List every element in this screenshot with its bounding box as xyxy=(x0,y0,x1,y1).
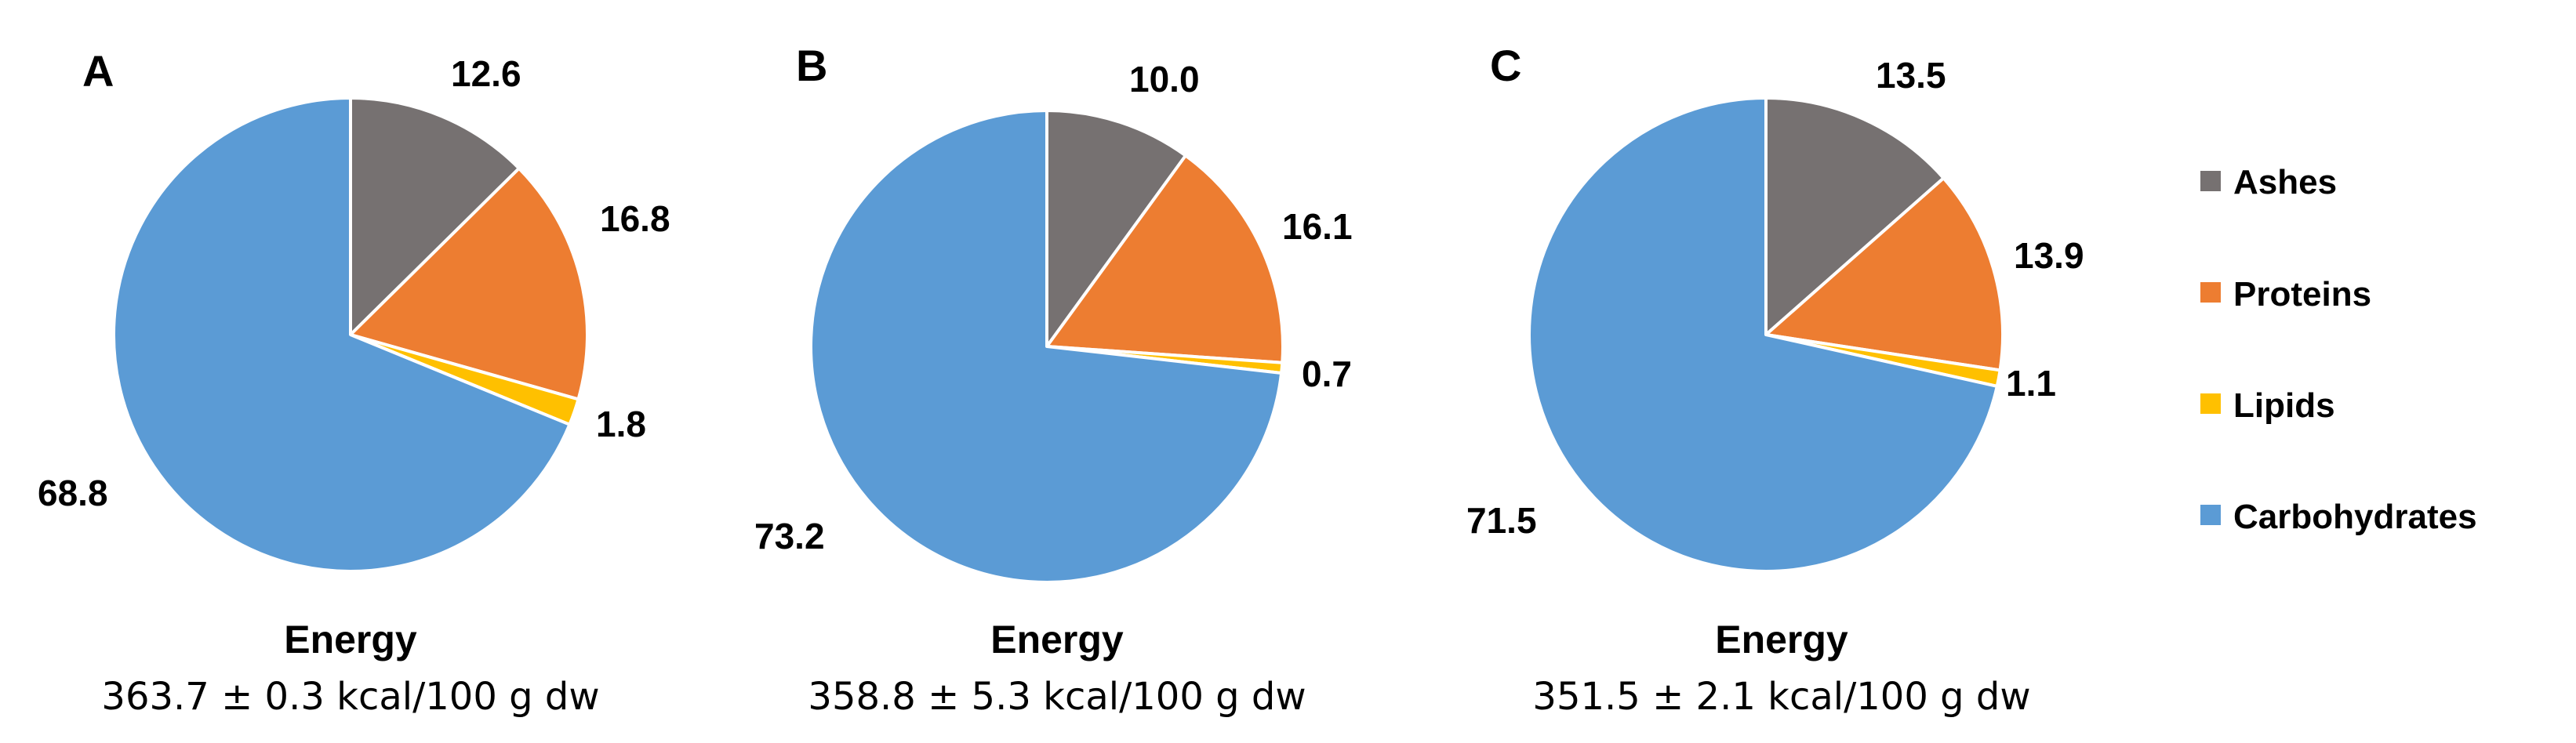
pie-c-slice-ashes xyxy=(1764,96,1946,336)
slice-label-a-proteins: 16.8 xyxy=(600,198,670,239)
energy-title-a: Energy xyxy=(284,618,417,661)
legend-swatch-ashes xyxy=(2200,171,2221,191)
slice-label-c-lipids: 1.1 xyxy=(2006,363,2056,404)
pie-c-slice-proteins xyxy=(1764,176,2004,372)
pie-a-slices xyxy=(111,96,589,573)
pie-b-slice-ashes xyxy=(1045,109,1187,348)
pie-panel-a: A 12.6 16.8 1.8 68.8 Energy 363.7 ± 0.3 … xyxy=(38,46,670,719)
pie-panel-c: C 13.5 13.9 1.1 71.5 Energy 351.5 ± 2.1 … xyxy=(1466,41,2084,719)
pie-c-slices xyxy=(1528,96,2004,573)
panel-letter-a: A xyxy=(82,46,114,96)
legend-item-carbohydrates: Carbohydrates xyxy=(2200,498,2477,536)
pie-b-slice-carbohydrates xyxy=(809,109,1284,584)
energy-value-b: 358.8 ± 5.3 kcal/100 g dw xyxy=(808,675,1306,719)
legend-item-proteins: Proteins xyxy=(2200,275,2371,314)
slice-label-a-carbohydrates: 68.8 xyxy=(38,473,108,513)
slice-label-b-lipids: 0.7 xyxy=(1302,353,1352,394)
legend-item-ashes: Ashes xyxy=(2200,163,2337,201)
slice-label-c-ashes: 13.5 xyxy=(1876,55,1946,96)
slice-label-b-proteins: 16.1 xyxy=(1282,206,1353,247)
panel-letter-b: B xyxy=(796,41,827,90)
legend-item-lipids: Lipids xyxy=(2200,386,2335,425)
slice-label-c-carbohydrates: 71.5 xyxy=(1466,500,1537,541)
legend-label-ashes: Ashes xyxy=(2233,163,2337,201)
pie-panel-b: B 10.0 16.1 0.7 73.2 Energy 358.8 ± 5.3 … xyxy=(754,41,1353,719)
pie-b-slices xyxy=(809,109,1284,584)
legend: Ashes Proteins Lipids Carbohydrates xyxy=(2200,163,2477,536)
legend-label-proteins: Proteins xyxy=(2233,275,2371,314)
pie-a-slice-proteins xyxy=(349,166,589,401)
legend-swatch-lipids xyxy=(2200,393,2221,414)
pie-c-slice-carbohydrates xyxy=(1528,96,1999,573)
slice-label-b-carbohydrates: 73.2 xyxy=(754,516,825,556)
energy-title-b: Energy xyxy=(990,618,1124,661)
slice-label-c-proteins: 13.9 xyxy=(2014,235,2084,276)
legend-swatch-proteins xyxy=(2200,282,2221,303)
energy-value-a: 363.7 ± 0.3 kcal/100 g dw xyxy=(101,675,599,719)
legend-swatch-carbohydrates xyxy=(2200,505,2221,525)
pie-a-slice-ashes xyxy=(349,96,521,336)
energy-value-c: 351.5 ± 2.1 kcal/100 g dw xyxy=(1532,675,2030,719)
legend-label-lipids: Lipids xyxy=(2233,386,2335,425)
legend-label-carbohydrates: Carbohydrates xyxy=(2233,498,2477,536)
panel-letter-c: C xyxy=(1490,41,1521,90)
pie-b-slice-proteins xyxy=(1045,154,1284,364)
energy-title-c: Energy xyxy=(1715,618,1848,661)
slice-label-a-ashes: 12.6 xyxy=(451,53,521,94)
pie-a-slice-carbohydrates xyxy=(111,96,572,573)
slice-label-b-ashes: 10.0 xyxy=(1129,59,1200,100)
slice-label-a-lipids: 1.8 xyxy=(596,404,646,444)
